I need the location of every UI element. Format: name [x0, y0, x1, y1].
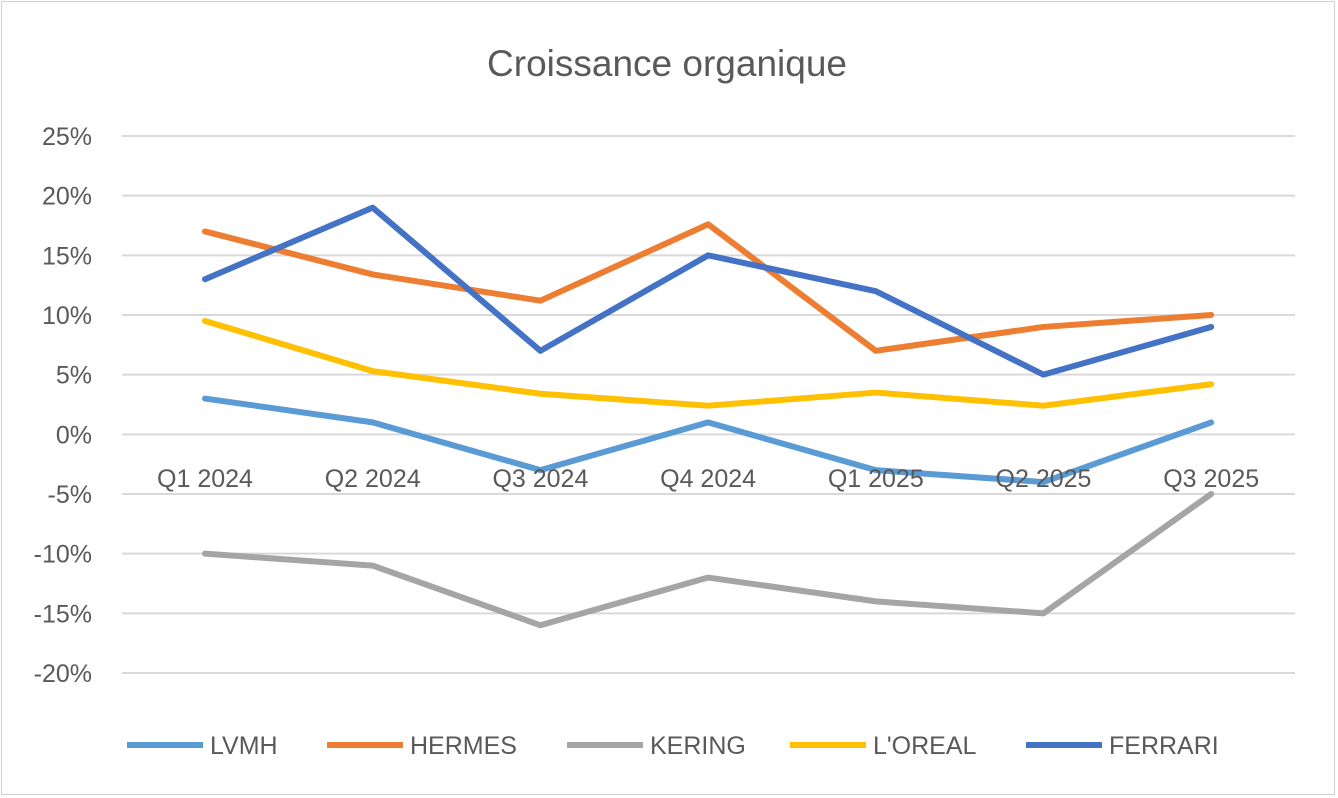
legend-label: L'OREAL	[873, 732, 977, 760]
y-tick-label: 15%	[42, 242, 92, 270]
y-tick-label: 5%	[56, 362, 92, 390]
legend-item: FERRARI	[1026, 732, 1219, 760]
y-tick-label: 0%	[56, 421, 92, 449]
legend-item: HERMES	[327, 732, 517, 760]
y-tick-label: -5%	[48, 481, 92, 509]
legend-label: KERING	[650, 732, 746, 760]
x-tick-label: Q1 2024	[157, 465, 253, 493]
x-tick-label: Q3 2024	[492, 465, 588, 493]
y-tick-label: 20%	[42, 183, 92, 211]
y-tick-label: -15%	[34, 600, 92, 628]
legend-label: LVMH	[210, 732, 278, 760]
x-axis-labels: Q1 2024 Q2 2024 Q3 2024 Q4 2024 Q1 2025 Q2 20…	[157, 465, 1259, 493]
y-tick-label: 25%	[42, 123, 92, 151]
legend-item: LVMH	[127, 732, 278, 760]
y-tick-label: 10%	[42, 302, 92, 330]
gridlines	[122, 135, 1295, 674]
legend-item: KERING	[567, 732, 746, 760]
chart-title: Croissance organique	[487, 43, 847, 84]
x-tick-label: Q2 2025	[996, 465, 1092, 493]
x-tick-label: Q4 2024	[660, 465, 756, 493]
series-line-hermes	[202, 221, 1215, 354]
series-lines	[202, 204, 1215, 629]
x-tick-label: Q1 2025	[828, 465, 924, 493]
x-tick-label: Q2 2024	[325, 465, 421, 493]
legend-item: L'OREAL	[790, 732, 977, 760]
series-line-ferrari	[202, 204, 1215, 378]
y-axis-labels: 25% 20% 15% 10% 5% 0% -5% -10% -15% -20%	[34, 123, 92, 688]
legend: LVMH HERMES KERING L'OREAL FERRARI	[127, 732, 1219, 760]
legend-label: HERMES	[410, 732, 517, 760]
x-tick-label: Q3 2025	[1163, 465, 1259, 493]
legend-label: FERRARI	[1109, 732, 1219, 760]
y-tick-label: -10%	[34, 541, 92, 569]
series-line-lvmh	[202, 395, 1215, 486]
y-tick-label: -20%	[34, 660, 92, 688]
series-line-loreal	[202, 317, 1215, 409]
series-line-kering	[202, 491, 1215, 629]
